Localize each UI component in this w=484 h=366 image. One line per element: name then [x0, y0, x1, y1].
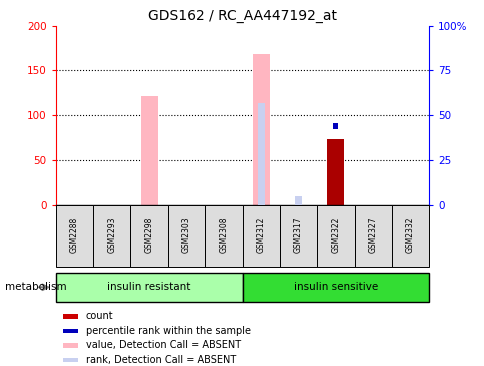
Text: insulin sensitive: insulin sensitive	[293, 282, 377, 292]
Bar	[252, 54, 269, 205]
Text: GSM2293: GSM2293	[107, 217, 116, 253]
Text: value, Detection Call = ABSENT: value, Detection Call = ABSENT	[86, 340, 240, 351]
Text: count: count	[86, 311, 113, 321]
FancyBboxPatch shape	[242, 273, 428, 302]
Text: GSM2312: GSM2312	[256, 217, 265, 253]
FancyBboxPatch shape	[317, 205, 354, 267]
FancyBboxPatch shape	[167, 205, 205, 267]
FancyBboxPatch shape	[205, 205, 242, 267]
Text: GSM2308: GSM2308	[219, 217, 228, 253]
FancyBboxPatch shape	[391, 205, 428, 267]
Bar	[63, 343, 78, 348]
Text: rank, Detection Call = ABSENT: rank, Detection Call = ABSENT	[86, 355, 235, 365]
FancyBboxPatch shape	[130, 205, 167, 267]
Bar	[63, 329, 78, 333]
Bar	[63, 358, 78, 362]
Text: metabolism: metabolism	[5, 282, 66, 292]
FancyBboxPatch shape	[93, 205, 130, 267]
Bar	[140, 96, 157, 205]
Title: GDS162 / RC_AA447192_at: GDS162 / RC_AA447192_at	[148, 9, 336, 23]
Text: GSM2298: GSM2298	[144, 217, 153, 253]
Bar	[333, 123, 338, 129]
Bar	[327, 139, 344, 205]
Text: GSM2288: GSM2288	[70, 217, 79, 253]
FancyBboxPatch shape	[354, 205, 391, 267]
Text: GSM2303: GSM2303	[182, 217, 191, 253]
FancyBboxPatch shape	[56, 205, 93, 267]
FancyBboxPatch shape	[56, 273, 242, 302]
Bar	[295, 196, 301, 205]
FancyBboxPatch shape	[242, 205, 279, 267]
Text: GSM2332: GSM2332	[405, 217, 414, 253]
Text: GSM2322: GSM2322	[331, 217, 340, 253]
Bar	[63, 314, 78, 318]
Text: percentile rank within the sample: percentile rank within the sample	[86, 326, 250, 336]
Text: GSM2317: GSM2317	[293, 217, 302, 253]
Text: insulin resistant: insulin resistant	[107, 282, 190, 292]
FancyBboxPatch shape	[279, 205, 317, 267]
Text: GSM2327: GSM2327	[368, 217, 377, 253]
Bar	[257, 103, 264, 205]
